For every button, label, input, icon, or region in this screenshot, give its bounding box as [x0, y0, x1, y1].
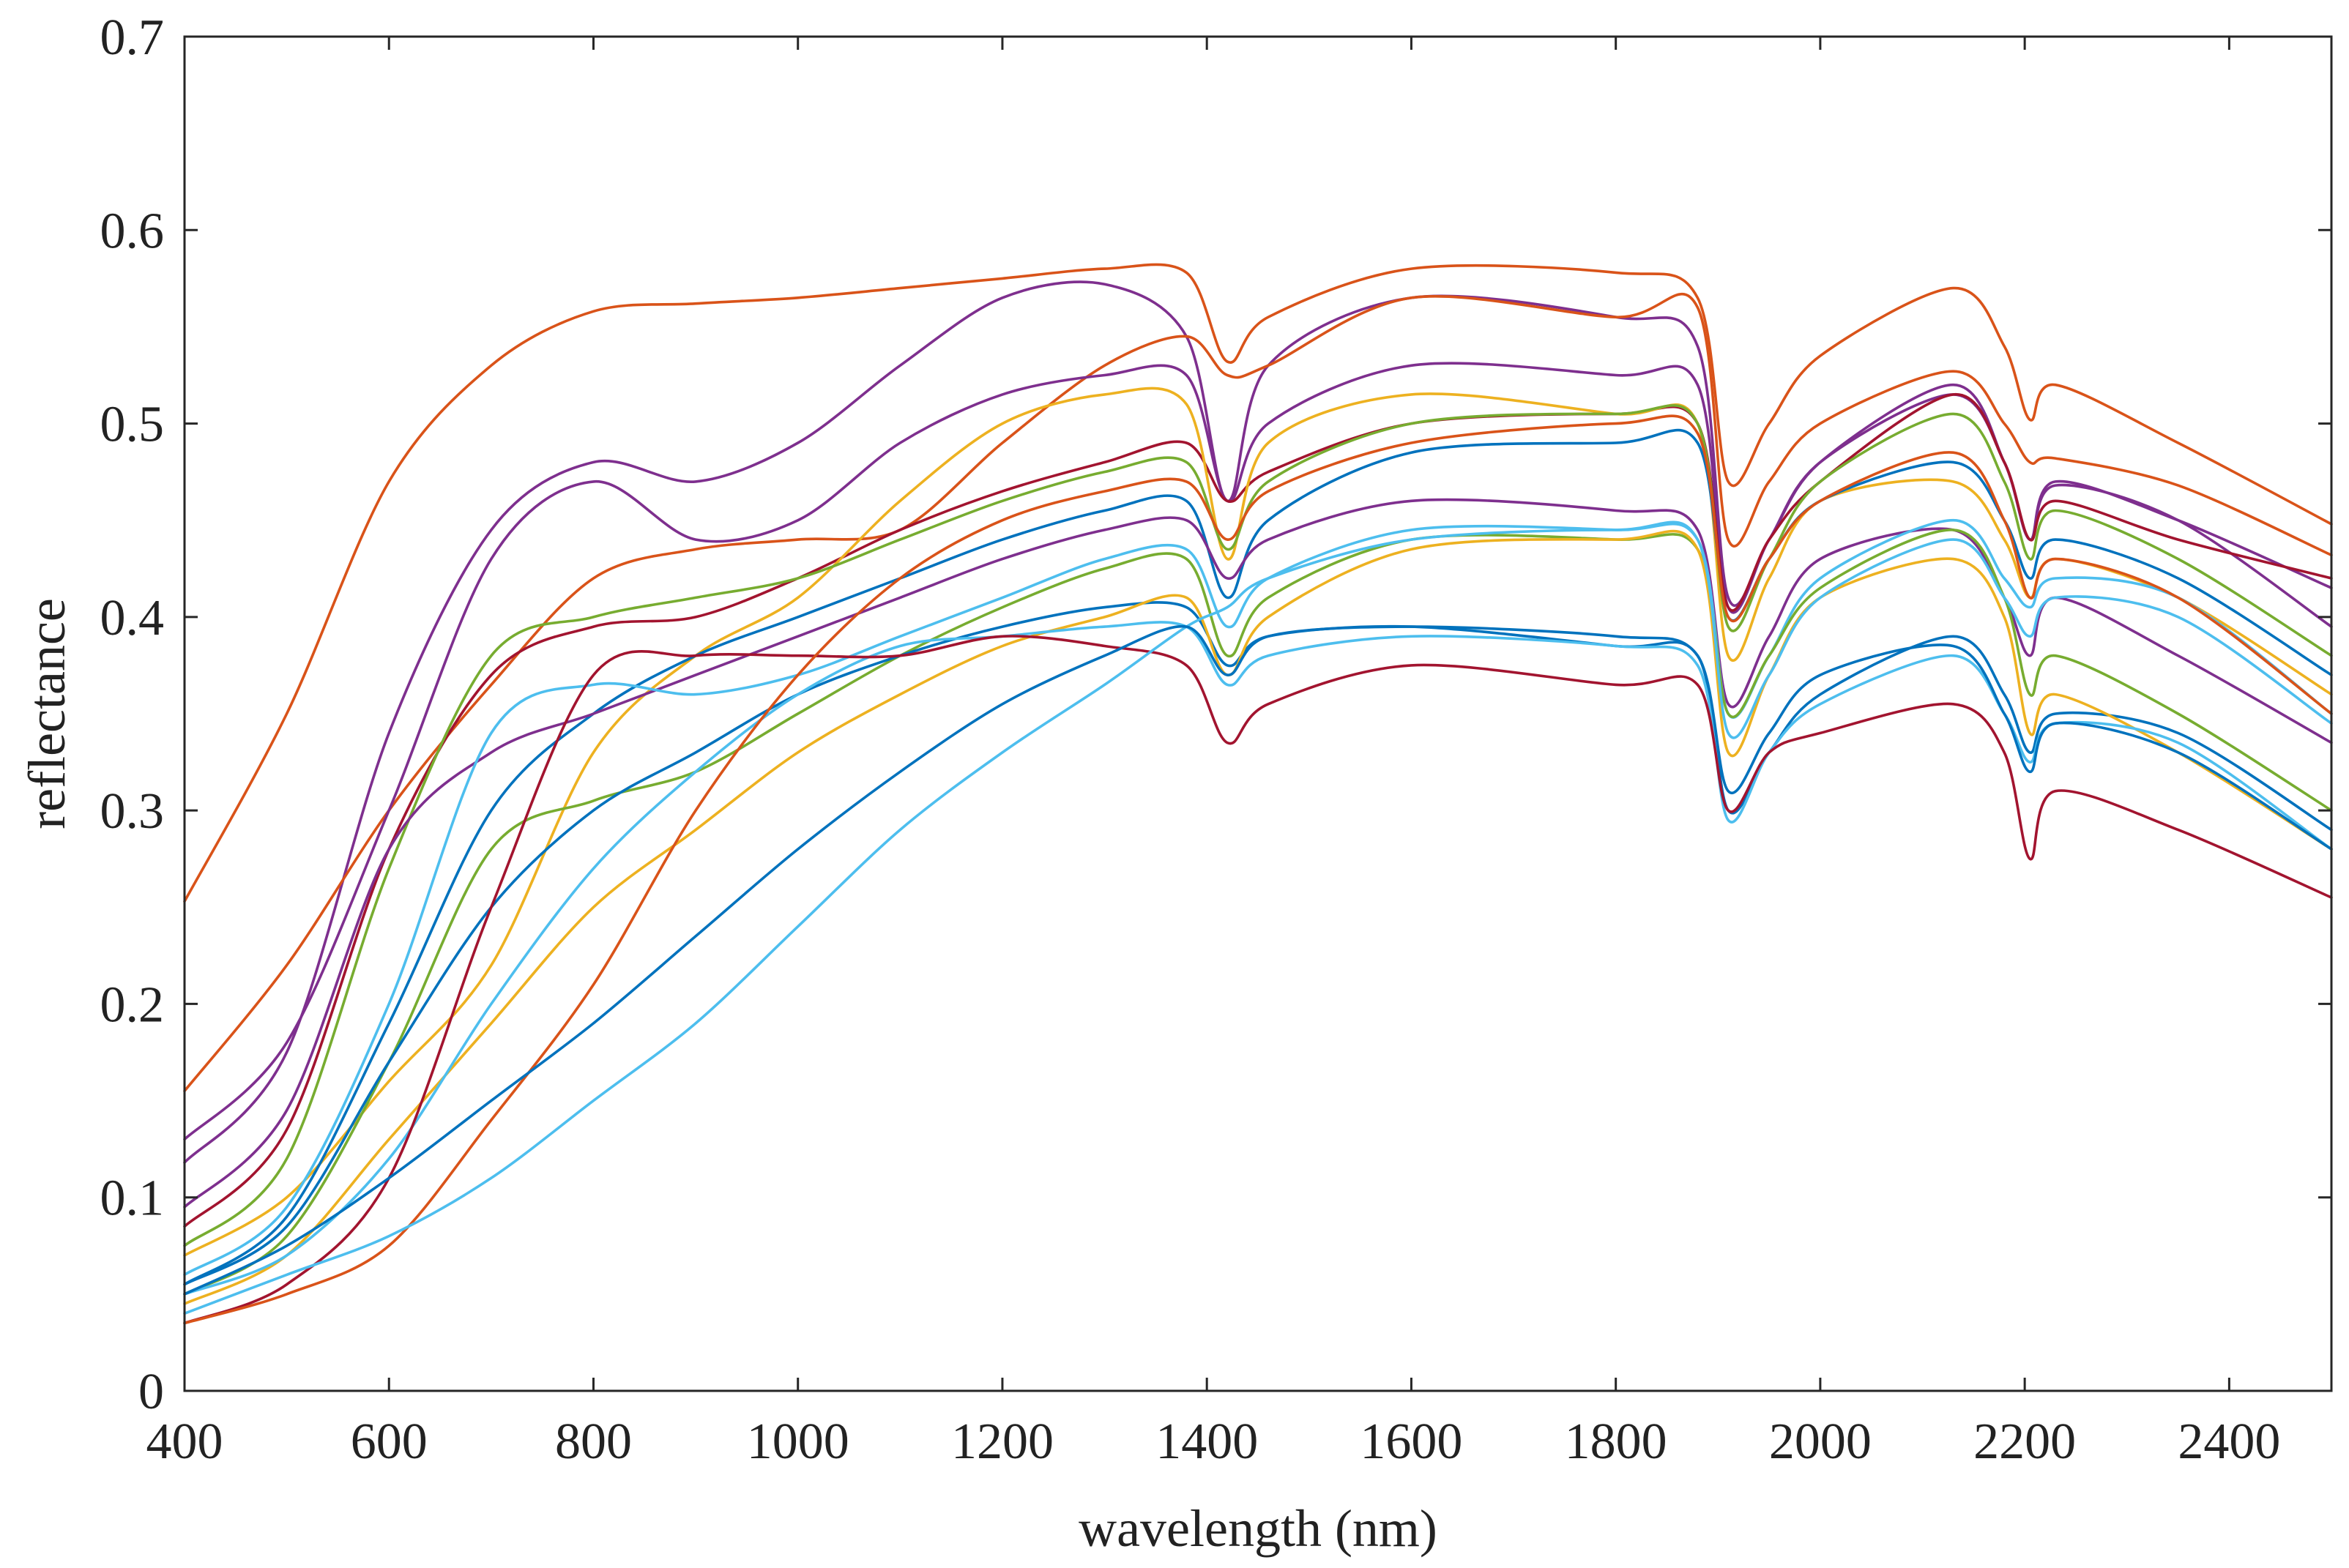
y-tick-label: 0.6 [100, 203, 165, 259]
x-tick-label: 1800 [1565, 1414, 1667, 1470]
x-tick-label: 2400 [2178, 1414, 2280, 1470]
x-tick-label: 1400 [1155, 1414, 1258, 1470]
y-tick-label: 0.3 [100, 783, 165, 840]
series-line-18 [183, 624, 2333, 1296]
series-line-8 [183, 404, 2333, 1247]
y-axis-label: reflectance [18, 598, 76, 829]
x-axis-label: wavelength (nm) [1079, 1499, 1437, 1558]
y-tick-label: 0.5 [100, 397, 165, 453]
plot-frame [183, 35, 2333, 1392]
series-line-5 [183, 393, 2333, 1228]
x-tick-label: 1600 [1360, 1414, 1462, 1470]
y-tick-label: 0.2 [100, 977, 165, 1033]
y-tick-label: 0.7 [100, 10, 165, 66]
x-tick-label: 600 [351, 1414, 428, 1470]
series-line-1 [183, 263, 2333, 903]
series-line-13 [183, 529, 2333, 1305]
x-tick-label: 1200 [951, 1414, 1054, 1470]
y-tick-label: 0.4 [100, 590, 165, 646]
series-line-16 [183, 414, 2333, 1325]
x-tick-label: 400 [146, 1414, 223, 1470]
series-line-17 [183, 520, 2333, 1315]
y-tick-label: 0 [138, 1364, 164, 1420]
series-line-6 [183, 387, 2333, 1257]
y-tick-labels: 0 0.1 0.2 0.3 0.4 0.5 0.6 0.7 [100, 10, 165, 1420]
x-tick-label: 800 [555, 1414, 632, 1470]
x-tick-labels: 400 600 800 1000 1200 1400 1600 1800 2000 2200 240… [146, 1414, 2281, 1470]
x-tick-label: 2000 [1769, 1414, 1872, 1470]
y-tick-label: 0.1 [100, 1171, 165, 1227]
series-line-3 [183, 292, 2333, 1093]
plot-area [185, 37, 2331, 1391]
series-layer [183, 263, 2333, 1325]
x-tick-label: 2200 [1973, 1414, 2076, 1470]
x-tick-label: 1000 [747, 1414, 849, 1470]
series-line-15 [183, 635, 2333, 1325]
